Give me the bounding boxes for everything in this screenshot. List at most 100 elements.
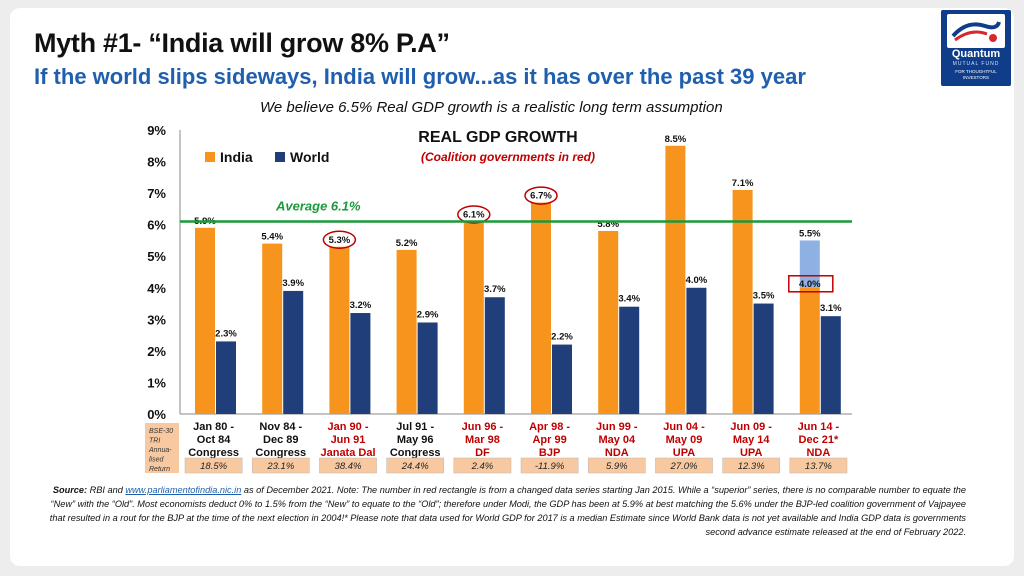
tri-value: 12.3% (738, 461, 765, 472)
y-tick-label: 6% (147, 218, 166, 233)
india-bar (195, 228, 215, 414)
world-bar (619, 307, 639, 414)
y-tick-label: 1% (147, 375, 166, 390)
world-bar (754, 304, 774, 414)
india-value-label: 7.1% (732, 178, 754, 189)
y-tick-label: 5% (147, 249, 166, 264)
source-link[interactable]: www.parliamentofindia.nic.in (125, 485, 241, 495)
india-bar (531, 203, 551, 414)
world-value-label: 2.2% (551, 332, 573, 343)
world-value-label: 3.7% (484, 284, 506, 295)
india-value-label: 5.2% (396, 238, 418, 249)
world-bar (485, 297, 505, 414)
india-bar (329, 247, 349, 414)
category-label-line2: Mar 98 (465, 434, 500, 446)
world-bar (216, 341, 236, 414)
category-label-line1: Jan 80 - (193, 421, 234, 433)
tri-value: 2.4% (471, 461, 494, 472)
category-label-line2: Jun 91 (331, 434, 366, 446)
tri-value: 5.9% (606, 461, 628, 472)
india-bar (800, 288, 820, 414)
tri-value: -11.9% (535, 461, 565, 472)
india-bar (397, 250, 417, 414)
tri-header-text: Return (149, 466, 170, 473)
india-bar (598, 231, 618, 414)
world-bar (821, 316, 841, 414)
category-label-line2: Dec 21* (799, 434, 839, 446)
category-label-line1: Jun 14 - (798, 421, 840, 433)
category-party-label: UPA (673, 447, 695, 459)
world-value-label: 4.0% (686, 275, 708, 286)
source-note: Source: RBI and www.parliamentofindia.ni… (34, 483, 966, 539)
legend-swatch-india (205, 152, 215, 162)
category-label-line1: Jul 91 - (396, 421, 434, 433)
category-label-line2: Dec 89 (263, 434, 298, 446)
category-label-line1: Nov 84 - (259, 421, 302, 433)
tri-header-text: Annua- (148, 447, 172, 454)
y-tick-label: 8% (147, 155, 166, 170)
category-party-label: Congress (188, 447, 239, 459)
tri-value: 38.4% (335, 461, 362, 472)
chart-title: REAL GDP GROWTH (418, 129, 577, 146)
legend-label-world: World (290, 149, 329, 165)
category-label-line2: Oct 84 (197, 434, 232, 446)
india-value-label: 6.1% (463, 210, 485, 221)
india-bar (733, 190, 753, 414)
world-value-label: 3.5% (753, 291, 775, 302)
y-tick-label: 4% (147, 281, 166, 296)
y-tick-label: 3% (147, 312, 166, 327)
world-bar (283, 291, 303, 414)
world-bar (686, 288, 706, 414)
world-bar (418, 322, 438, 414)
tri-header-text: TRI (149, 438, 160, 445)
world-value-label: 3.9% (282, 278, 304, 289)
india-bar (665, 146, 685, 414)
category-party-label: BJP (539, 447, 560, 459)
india-value-label: 5.4% (261, 232, 283, 243)
average-label: Average 6.1% (275, 199, 361, 214)
y-tick-label: 0% (147, 407, 166, 422)
world-value-label: 3.2% (350, 300, 372, 311)
category-party-label: NDA (806, 447, 830, 459)
world-value-label: 2.3% (215, 328, 237, 339)
tri-value: 24.4% (401, 461, 429, 472)
tri-value: 13.7% (805, 461, 832, 472)
category-label-line2: May 09 (666, 434, 703, 446)
category-party-label: UPA (740, 447, 762, 459)
india-value-label: 8.5% (665, 134, 687, 145)
category-label-line1: Jun 04 - (663, 421, 705, 433)
legend-swatch-world (275, 152, 285, 162)
legend-label-india: India (220, 149, 253, 165)
chart-subtitle: (Coalition governments in red) (421, 150, 595, 164)
world-bar (552, 345, 572, 414)
category-party-label: Janata Dal (320, 447, 375, 459)
category-party-label: NDA (605, 447, 629, 459)
source-label: Source: (53, 485, 87, 495)
category-party-label: Congress (255, 447, 306, 459)
category-label-line1: Apr 98 - (529, 421, 570, 433)
tri-value: 27.0% (670, 461, 698, 472)
category-label-line1: Jun 09 - (730, 421, 772, 433)
tri-header-text: BSE-30 (149, 428, 173, 435)
tri-value: 23.1% (266, 461, 294, 472)
y-tick-label: 7% (147, 186, 166, 201)
world-value-label: 2.9% (417, 309, 439, 320)
world-value-label: 3.4% (618, 294, 640, 305)
tri-value: 18.5% (200, 461, 227, 472)
changed-series-label: 4.0% (799, 279, 821, 290)
tri-header-text: lised (149, 457, 165, 464)
category-label-line2: May 14 (733, 434, 771, 446)
india-bar (464, 222, 484, 414)
category-label-line2: May 96 (397, 434, 434, 446)
y-tick-label: 9% (147, 123, 166, 138)
source-text1: RBI and (87, 485, 125, 495)
india-value-label: 5.5% (799, 228, 821, 239)
india-value-label: 5.3% (329, 235, 351, 246)
india-value-label: 6.7% (530, 191, 552, 202)
category-label-line1: Jun 96 - (462, 421, 504, 433)
category-party-label: DF (475, 447, 490, 459)
category-party-label: Congress (390, 447, 441, 459)
y-tick-label: 2% (147, 344, 166, 359)
world-bar (350, 313, 370, 414)
world-value-label: 3.1% (820, 303, 842, 314)
